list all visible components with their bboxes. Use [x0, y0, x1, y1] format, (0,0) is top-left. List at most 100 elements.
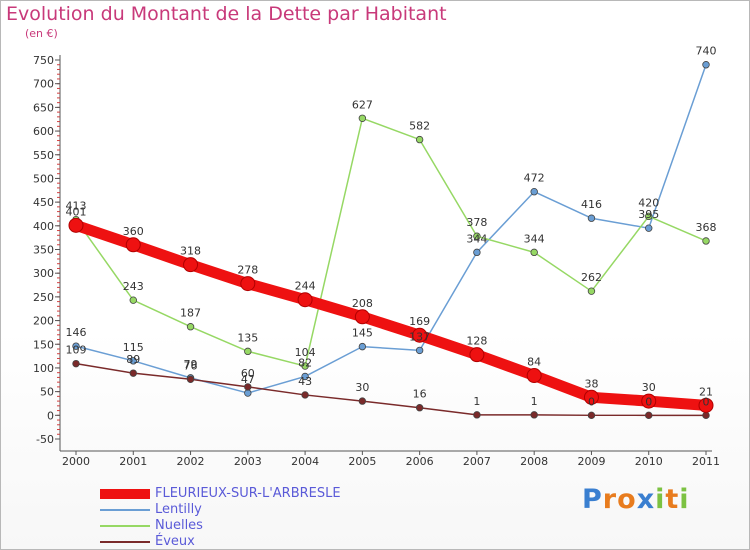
y-tick-label: 350 [33, 244, 54, 257]
data-label: 169 [409, 315, 430, 328]
data-label: 401 [66, 205, 87, 218]
data-point [301, 372, 309, 381]
data-point [297, 292, 313, 308]
data-point [129, 296, 137, 304]
data-label: 416 [581, 198, 602, 211]
data-label: 76 [184, 359, 198, 372]
x-tick-label: 2006 [406, 455, 434, 468]
data-point [526, 368, 542, 384]
data-point [645, 224, 653, 232]
y-tick-label: 300 [33, 267, 54, 280]
y-tick-label: 50 [40, 386, 54, 399]
x-tick-label: 2009 [577, 455, 605, 468]
data-label: 368 [696, 221, 717, 234]
series-line-3 [75, 362, 707, 417]
data-point [473, 248, 481, 257]
y-tick-label: 750 [33, 54, 54, 67]
x-tick-label: 2000 [62, 455, 90, 468]
logo-letter: i [679, 484, 690, 515]
data-point [641, 393, 657, 409]
series-line-2 [75, 117, 707, 367]
legend-item: Éveux [100, 534, 400, 550]
x-tick-label: 2010 [635, 455, 663, 468]
data-label: 472 [524, 172, 545, 185]
x-tick-label: 2003 [234, 455, 262, 468]
data-label: 0 [588, 395, 595, 408]
data-point [301, 362, 309, 370]
legend-swatch [100, 489, 150, 499]
data-point [186, 375, 195, 384]
legend-item: FLEURIEUX-SUR-L'ARBRESLE [100, 486, 400, 502]
data-label: 38 [584, 377, 598, 390]
data-point [473, 411, 481, 419]
data-point [645, 212, 653, 221]
data-point [473, 232, 481, 240]
data-point [415, 346, 424, 355]
data-point [358, 114, 367, 122]
y-tick-label: 700 [33, 78, 54, 91]
data-label: 318 [180, 245, 201, 258]
data-label: 0 [645, 395, 652, 408]
data-point [702, 411, 710, 420]
x-tick-label: 2002 [177, 455, 205, 468]
logo-letter: o [617, 484, 637, 515]
data-point [240, 276, 256, 292]
data-label: 740 [696, 45, 717, 58]
data-point [530, 248, 538, 257]
logo-letter: P [582, 484, 603, 515]
data-label: 135 [237, 331, 258, 344]
data-point [587, 287, 596, 295]
legend-item: Lentilly [100, 502, 400, 518]
legend-label: Nuelles [155, 518, 203, 533]
data-point [244, 383, 252, 391]
data-label: 128 [466, 335, 487, 348]
data-label: 146 [66, 326, 87, 339]
data-label: 30 [355, 381, 369, 394]
data-point [183, 257, 199, 273]
data-point [358, 397, 367, 405]
y-tick-label: -50 [36, 433, 54, 446]
data-label: 145 [352, 327, 373, 340]
data-point [125, 237, 141, 253]
y-tick-label: 0 [47, 409, 54, 422]
data-point [469, 347, 485, 363]
data-point [412, 327, 428, 343]
data-point [301, 391, 309, 399]
data-label: 395 [638, 208, 659, 221]
data-point [358, 342, 367, 351]
data-label: 82 [298, 356, 312, 369]
legend-label: FLEURIEUX-SUR-L'ARBRESLE [155, 486, 341, 501]
data-label: 43 [298, 375, 312, 388]
data-point [244, 389, 252, 397]
proxiti-logo: Proxiti [582, 484, 690, 515]
data-label: 0 [703, 395, 710, 408]
data-label: 360 [123, 225, 144, 238]
data-point [702, 237, 710, 245]
y-tick-label: 400 [33, 220, 54, 233]
data-point [587, 411, 596, 420]
data-label: 420 [638, 196, 659, 209]
logo-letter: i [655, 484, 666, 515]
x-tick-label: 2001 [119, 455, 147, 468]
chart-title: Evolution du Montant de la Dette par Hab… [6, 3, 447, 25]
legend-swatch [100, 541, 150, 543]
logo-letter: t [665, 484, 680, 515]
chart-legend: FLEURIEUX-SUR-L'ARBRESLE Lentilly Nuelles É… [100, 486, 400, 550]
data-point [129, 369, 137, 377]
data-point [415, 135, 424, 144]
y-tick-label: 450 [33, 196, 54, 209]
legend-label: Lentilly [155, 502, 202, 517]
x-tick-label: 2008 [520, 455, 548, 468]
data-label: 344 [524, 232, 545, 245]
legend-swatch [100, 509, 150, 511]
data-label: 278 [237, 264, 258, 277]
y-tick-label: 200 [33, 315, 54, 328]
data-point [583, 389, 599, 405]
legend-swatch [100, 525, 150, 527]
y-tick-label: 500 [33, 172, 54, 185]
y-tick-label: 600 [33, 125, 54, 138]
x-tick-label: 2007 [463, 455, 491, 468]
data-point [587, 214, 596, 222]
